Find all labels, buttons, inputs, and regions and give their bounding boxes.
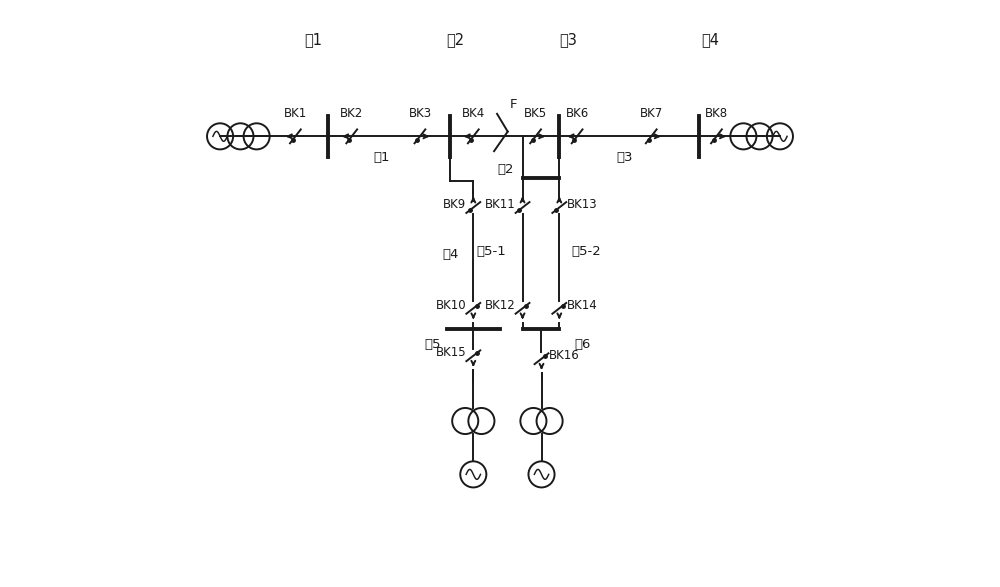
- Text: BK16: BK16: [549, 349, 579, 362]
- Text: BK4: BK4: [462, 107, 485, 120]
- Text: 圴5: 圴5: [424, 338, 441, 351]
- Text: BK1: BK1: [284, 107, 307, 120]
- Text: BK3: BK3: [408, 107, 432, 120]
- Text: BK15: BK15: [436, 346, 466, 359]
- Text: BK10: BK10: [436, 299, 466, 312]
- Text: BK9: BK9: [443, 198, 466, 211]
- Text: BK13: BK13: [566, 198, 597, 211]
- Text: BK8: BK8: [705, 107, 728, 120]
- Text: BK12: BK12: [485, 299, 515, 312]
- Text: 线3: 线3: [616, 151, 633, 164]
- Text: BK6: BK6: [565, 107, 589, 120]
- Text: 圴6: 圴6: [574, 338, 591, 351]
- Text: 线4: 线4: [442, 248, 458, 261]
- Text: 线5-2: 线5-2: [571, 245, 601, 258]
- Text: 圴2: 圴2: [446, 32, 465, 48]
- Text: 圴4: 圴4: [702, 32, 720, 48]
- Text: F: F: [510, 99, 518, 112]
- Text: 线2: 线2: [498, 163, 514, 176]
- Text: BK2: BK2: [340, 107, 363, 120]
- Text: 线1: 线1: [373, 151, 390, 164]
- Text: BK11: BK11: [485, 198, 515, 211]
- Text: BK7: BK7: [640, 107, 663, 120]
- Text: BK5: BK5: [524, 107, 547, 120]
- Text: 圴3: 圴3: [559, 32, 577, 48]
- Text: 线5-1: 线5-1: [476, 245, 506, 258]
- Text: BK14: BK14: [566, 299, 597, 312]
- Text: 圴1: 圴1: [304, 32, 322, 48]
